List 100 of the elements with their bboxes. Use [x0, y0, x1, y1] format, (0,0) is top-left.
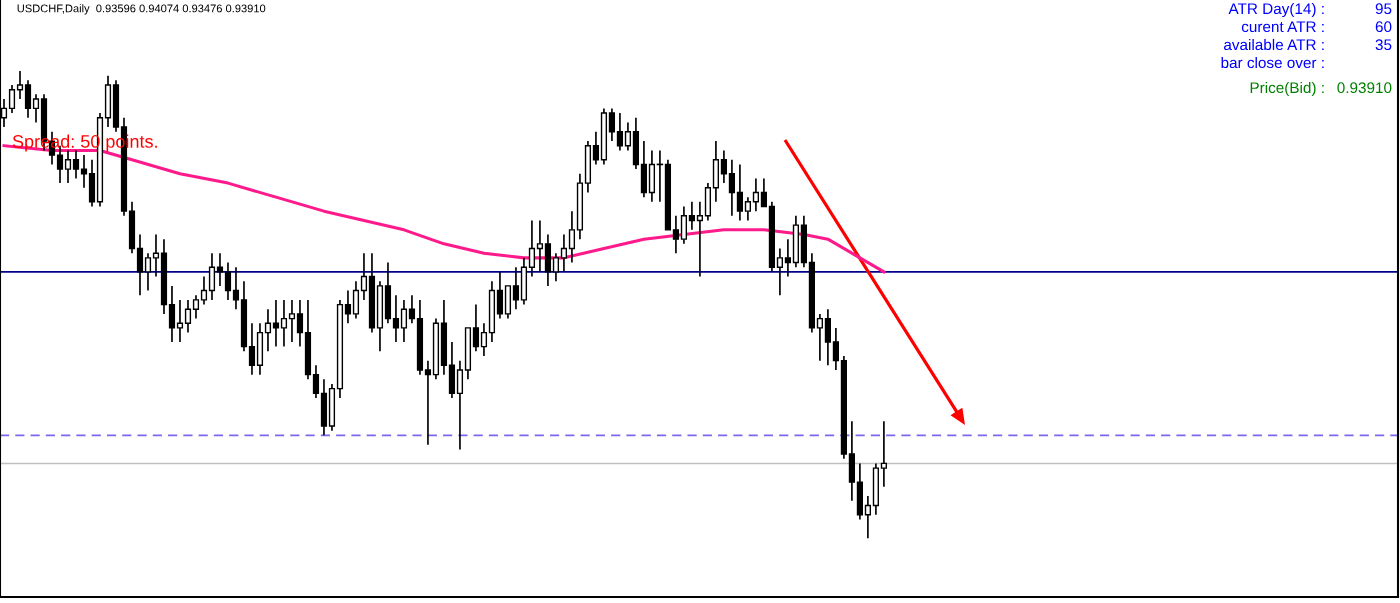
candlestick [608, 107, 616, 142]
candlestick [416, 299, 424, 376]
candlestick [152, 233, 160, 278]
candlestick [304, 299, 312, 381]
candlestick [632, 116, 640, 170]
candlestick [488, 280, 496, 343]
candlestick [184, 299, 192, 334]
candlestick [576, 172, 584, 241]
candlestick [520, 257, 528, 306]
candlestick [800, 214, 808, 269]
candlestick [8, 84, 16, 114]
candlestick [472, 303, 480, 353]
candlestick [640, 140, 648, 198]
candlestick [672, 214, 680, 255]
candlestick [112, 79, 120, 133]
candlestick [400, 299, 408, 343]
candlestick [352, 280, 360, 320]
candlestick [264, 308, 272, 353]
candlestick [568, 210, 576, 264]
candlestick [208, 252, 216, 301]
candlestick [824, 308, 831, 367]
candlestick [808, 252, 816, 334]
candlestick [872, 462, 879, 516]
candlestick [864, 495, 871, 539]
candlestick [512, 266, 520, 311]
candlestick [752, 177, 760, 212]
text: curent ATR : [1241, 21, 1324, 33]
candlestick [128, 200, 136, 255]
candlestick [16, 70, 24, 100]
candlestick [784, 238, 792, 278]
candlestick [776, 247, 784, 297]
text: bar close over : [1221, 56, 1324, 69]
candlestick [144, 252, 152, 292]
candlestick [696, 200, 704, 278]
candlestick [288, 299, 296, 343]
candlestick [552, 252, 560, 283]
candlestick [224, 261, 232, 301]
text: 60 [1375, 21, 1392, 33]
candlestick [832, 327, 839, 371]
candlestick [616, 112, 624, 152]
text: 95 [1375, 3, 1392, 15]
candlestick [360, 252, 368, 301]
candlestick [384, 261, 392, 325]
candlestick [136, 233, 144, 297]
candlestick [424, 359, 432, 446]
candlestick [296, 299, 304, 348]
candlestick [336, 299, 344, 399]
candlestick [456, 359, 464, 451]
candlestick [344, 289, 352, 325]
candlestick [248, 322, 256, 376]
candlestick [232, 266, 240, 311]
candlestick [712, 140, 720, 203]
candlestick [192, 294, 200, 320]
text: 35 [1375, 39, 1392, 51]
candlestick [688, 200, 696, 231]
candlestick [680, 205, 688, 245]
candlestick [480, 322, 488, 357]
candlestick [448, 341, 456, 399]
candlestick [216, 252, 224, 287]
candlestick [840, 355, 847, 460]
candlestick [440, 299, 448, 376]
candlestick [168, 285, 176, 343]
candlestick [200, 275, 208, 306]
text: Price(Bid) : [1250, 81, 1324, 97]
candlestick [80, 154, 88, 189]
candlestick [328, 383, 336, 432]
candlestick [256, 322, 264, 376]
candlestick [376, 280, 384, 353]
candlestick [584, 140, 592, 194]
candlestick [536, 219, 544, 273]
text: available ATR : [1224, 38, 1324, 51]
text: ATR Day(14) : [1228, 2, 1324, 18]
candlestick [432, 317, 440, 381]
candlestick [240, 280, 248, 353]
candlestick [160, 238, 168, 315]
candlestick [880, 420, 887, 488]
candlestick [72, 149, 80, 180]
candlestick [544, 233, 552, 287]
candlestick [736, 163, 744, 222]
candlestick [816, 313, 824, 362]
candlestick [280, 299, 288, 348]
candlestick [560, 233, 568, 273]
candlestick [176, 299, 184, 343]
candlestick [272, 299, 280, 348]
candlestick [768, 200, 776, 273]
candlestick [792, 214, 800, 269]
candlestick [392, 294, 400, 343]
candlestick [648, 149, 656, 203]
candlestick [744, 196, 752, 222]
candlestick [408, 294, 416, 325]
candlestick [600, 107, 608, 166]
chart-title: USDCHF,Daily 0.93596 0.94074 0.93476 0.93910 [17, 4, 266, 15]
candlestick [624, 121, 632, 152]
candlestick [592, 130, 600, 166]
candlestick [312, 364, 320, 399]
candlestick [24, 79, 32, 119]
text: 0.93910 [1337, 82, 1392, 94]
candlestick [728, 158, 736, 217]
candlestick [104, 74, 112, 128]
candlestick [320, 378, 328, 437]
